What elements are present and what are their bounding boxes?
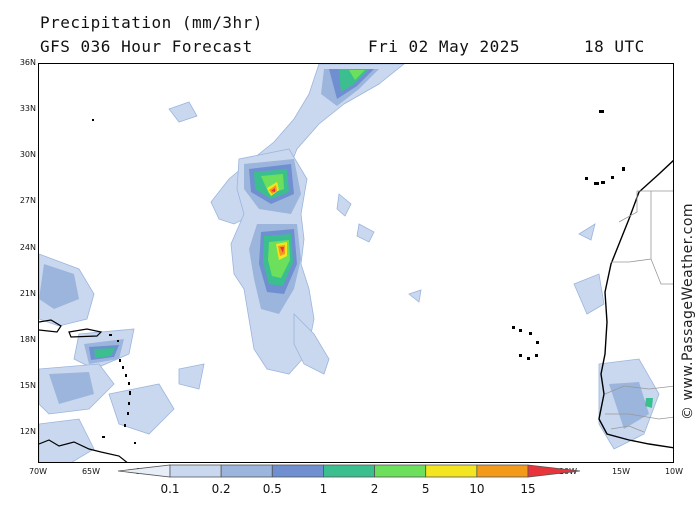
legend-label: 0.2 [211,482,231,496]
lat-label: 18N [19,334,36,344]
precip-layer-core [267,182,287,260]
lon-label: 10W [664,467,684,476]
precip-layer-medium [39,69,649,429]
legend-label: 0.5 [262,482,282,496]
lat-label: 36N [19,58,36,67]
lon-label: 35W [399,467,419,476]
map-canvas [39,64,673,462]
lon-label: 15W [611,467,631,476]
country-borders [604,190,673,433]
lon-label: 50W [240,467,260,476]
lat-label: 27N [19,196,36,206]
lon-label: 20W [558,467,578,476]
lat-label: 21N [19,288,36,298]
lon-label: 70W [28,467,48,476]
legend-label: 5 [421,482,430,496]
lon-label: 30W [452,467,472,476]
legend-label: 1 [319,482,328,496]
precipitation-map [38,63,674,463]
lat-label: 33N [19,104,36,114]
lon-label: 45W [293,467,313,476]
forecast-time: 18 UTC [584,37,645,56]
lat-label: 12N [19,427,36,437]
precip-layer-light [39,64,660,462]
legend-label: 2 [370,482,379,496]
lat-label: 30N [19,150,36,160]
lat-label: 24N [19,242,36,252]
lon-label: 60W [134,467,154,476]
lon-label: 65W [81,467,101,476]
legend-label: 15 [520,482,536,496]
legend-label: 0.1 [160,482,180,496]
lat-label: 15N [19,381,36,391]
watermark: © www.PassageWeather.com [680,202,696,420]
legend-label: 10 [469,482,485,496]
islands [92,110,625,444]
coastline-caribbean [39,319,128,462]
coastline-africa [598,159,673,449]
forecast-subtitle: GFS 036 Hour Forecast [40,37,253,56]
forecast-date: Fri 02 May 2025 [368,37,520,56]
lon-label: 25W [505,467,525,476]
lon-label: 55W [187,467,207,476]
map-title: Precipitation (mm/3hr) [40,13,263,32]
lon-label: 40W [346,467,366,476]
